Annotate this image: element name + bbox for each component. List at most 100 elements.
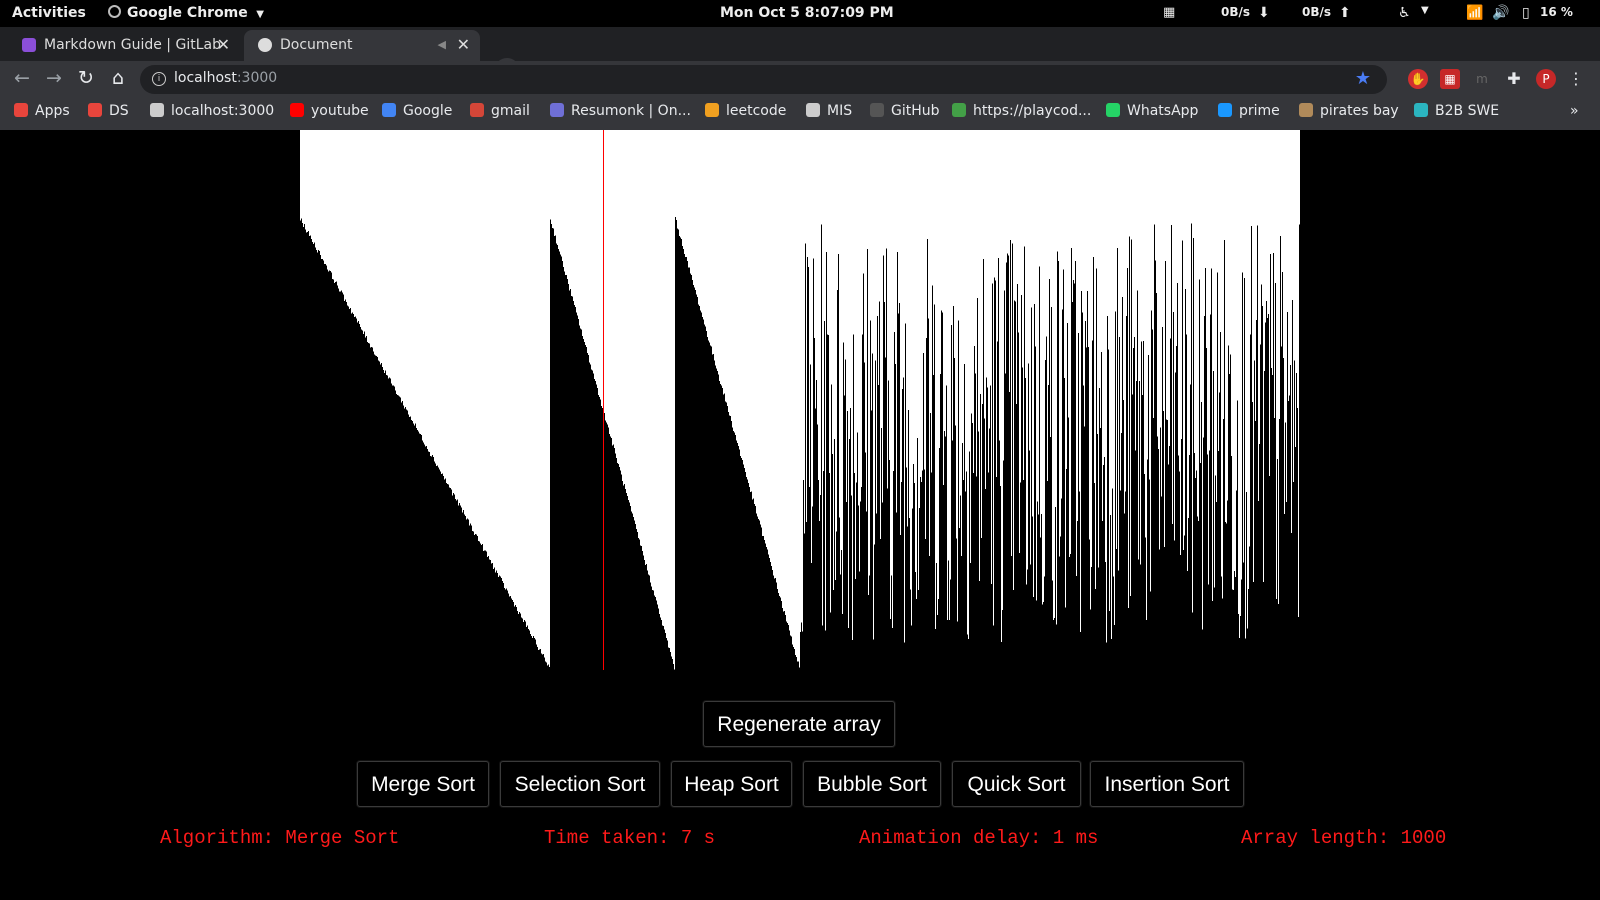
quick-sort-button[interactable]: Quick Sort (952, 761, 1081, 807)
merge-sort-button[interactable]: Merge Sort (357, 761, 489, 807)
tab-title: Markdown Guide | GitLab (44, 37, 221, 53)
array-bar (1128, 608, 1129, 670)
app-menu[interactable]: Google Chrome ▼ (108, 5, 264, 21)
array-bar (1144, 473, 1145, 670)
bookmark-item[interactable]: https://playcod... (952, 103, 1091, 119)
bookmark-item[interactable]: DS (88, 103, 129, 119)
tab-gitlab[interactable]: Markdown Guide | GitLab ✕ (8, 30, 240, 61)
array-bar (1084, 426, 1085, 670)
bookmark-item[interactable]: WhatsApp (1106, 103, 1198, 119)
array-bar (809, 487, 810, 670)
array-bar (1055, 507, 1056, 670)
array-bar (1130, 595, 1131, 670)
insertion-sort-button[interactable]: Insertion Sort (1090, 761, 1244, 807)
back-icon[interactable]: ← (14, 67, 30, 89)
bookmark-item[interactable]: Google (382, 103, 452, 119)
menu-kebab-icon[interactable]: ⋮ (1568, 69, 1584, 88)
selection-sort-button[interactable]: Selection Sort (500, 761, 660, 807)
array-bar (744, 468, 745, 670)
array-bar (721, 385, 722, 670)
array-bar (694, 287, 695, 670)
array-bar (789, 630, 790, 670)
array-bar (530, 633, 531, 670)
clock[interactable]: Mon Oct 5 8:07:09 PM (720, 5, 894, 21)
array-bar (1198, 520, 1199, 670)
array-bar (472, 530, 473, 670)
accessibility-icon[interactable]: ♿ (1398, 5, 1411, 21)
extension-grid-icon[interactable]: ▦ (1440, 69, 1460, 89)
bubble-sort-button[interactable]: Bubble Sort (803, 761, 941, 807)
tab-document[interactable]: Document ◀ ✕ (244, 30, 480, 61)
array-bar (1058, 261, 1059, 670)
array-bar (803, 479, 804, 670)
reload-icon[interactable]: ↻ (78, 67, 94, 89)
array-bar (876, 513, 877, 670)
array-bar (464, 514, 465, 670)
extensions-puzzle-icon[interactable]: ✚ (1507, 69, 1521, 88)
array-bar (677, 228, 678, 670)
array-bar (804, 533, 805, 670)
heap-sort-button[interactable]: Heap Sort (671, 761, 792, 807)
array-bar (1131, 239, 1132, 670)
activities-button[interactable]: Activities (12, 5, 86, 21)
more-bookmarks-button[interactable]: » (1570, 103, 1579, 119)
array-bar (311, 238, 312, 670)
array-bar (816, 380, 817, 670)
battery-icon[interactable]: ▯ (1522, 5, 1530, 21)
workspace-icon[interactable]: ▦ (1163, 5, 1176, 20)
bookmark-star-icon[interactable]: ★ (1354, 68, 1371, 89)
array-bar (954, 357, 955, 670)
mute-icon[interactable]: ◀ (437, 38, 446, 51)
bookmark-item[interactable]: MIS (806, 103, 852, 119)
array-bar (1159, 549, 1160, 670)
regenerate-array-button[interactable]: Regenerate array (703, 701, 895, 747)
time-taken-status: Time taken: 7 s (544, 827, 716, 849)
array-bar (1276, 599, 1277, 670)
bookmark-item[interactable]: GitHub (870, 103, 940, 119)
array-bar (607, 424, 608, 670)
array-bar (394, 386, 395, 670)
array-bar (935, 628, 936, 670)
extension-shield-icon[interactable]: ✋ (1408, 69, 1428, 89)
array-bar (861, 486, 862, 670)
url-text[interactable]: localhost:3000 (174, 70, 277, 86)
profile-avatar[interactable]: P (1536, 69, 1556, 89)
chevron-down-icon[interactable]: ▼ (1421, 5, 1429, 16)
array-bar (1271, 368, 1272, 670)
array-bar (877, 315, 878, 670)
bookmark-item[interactable]: Resumonk | On... (550, 103, 691, 119)
bookmark-item[interactable]: prime (1218, 103, 1280, 119)
array-bar (345, 299, 346, 670)
home-icon[interactable]: ⌂ (111, 67, 125, 89)
bookmark-item[interactable]: leetcode (705, 103, 786, 119)
array-bar (761, 527, 762, 670)
array-bar (380, 364, 381, 670)
bookmark-item[interactable]: gmail (470, 103, 530, 119)
array-bar (601, 406, 602, 670)
array-bar (1261, 284, 1262, 670)
volume-icon[interactable]: 🔊 (1492, 5, 1510, 21)
close-icon[interactable]: ✕ (216, 35, 230, 54)
address-bar[interactable]: i localhost:3000 ★ (140, 65, 1387, 94)
array-bar (406, 409, 407, 670)
array-bar (1006, 262, 1007, 670)
array-bar (1067, 322, 1068, 670)
bookmark-item[interactable]: youtube (290, 103, 369, 119)
array-bar (1178, 455, 1179, 670)
extension-m-icon[interactable]: m (1476, 72, 1488, 86)
wifi-icon[interactable]: 📶 (1466, 5, 1484, 21)
info-icon[interactable]: i (152, 72, 166, 86)
bookmark-item[interactable]: B2B SWE (1414, 103, 1499, 119)
array-bar (760, 524, 761, 670)
array-bar (328, 271, 329, 670)
array-bar (1118, 570, 1119, 670)
array-bar (977, 297, 978, 670)
array-bar (943, 485, 944, 670)
array-bar (933, 375, 934, 670)
array-bar (348, 306, 349, 670)
bookmark-item[interactable]: Apps (14, 103, 70, 119)
bookmark-item[interactable]: pirates bay (1299, 103, 1399, 119)
forward-icon[interactable]: → (46, 67, 62, 89)
close-icon[interactable]: ✕ (456, 35, 470, 54)
bookmark-item[interactable]: localhost:3000 (150, 103, 274, 119)
